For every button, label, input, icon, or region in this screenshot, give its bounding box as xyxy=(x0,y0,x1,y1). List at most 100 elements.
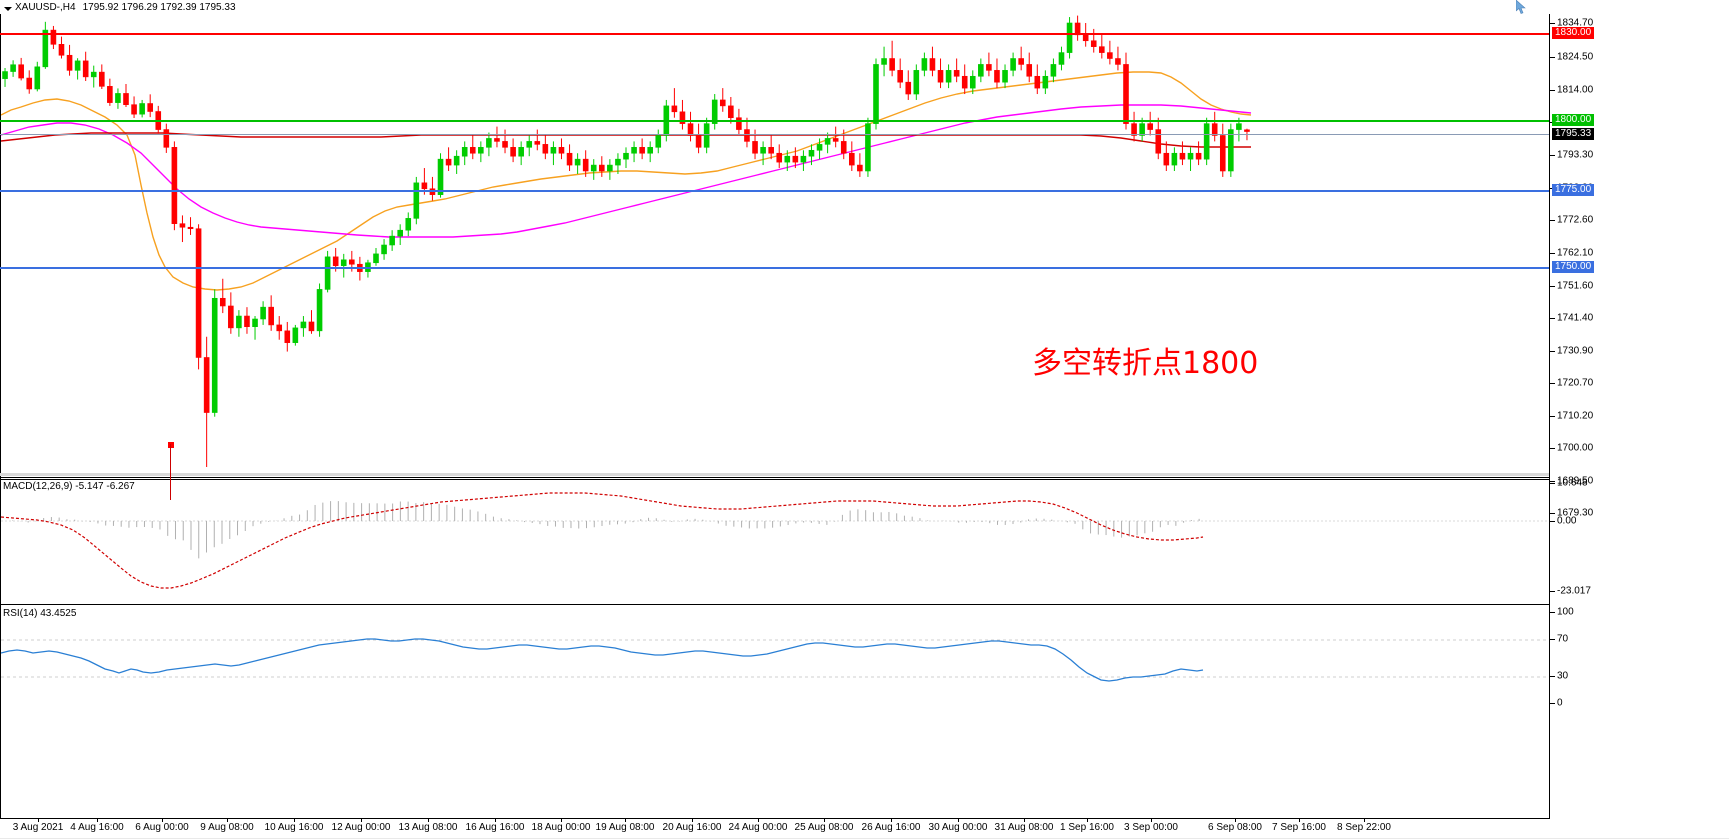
rsi-line xyxy=(1,638,1204,682)
time-tick xyxy=(227,819,228,822)
axis-value-label: -23.017 xyxy=(1557,585,1591,597)
candle-body xyxy=(969,75,976,89)
candle-body xyxy=(82,60,89,78)
axis-value-label: 1689.50 xyxy=(1557,475,1594,487)
line-support-1750[interactable] xyxy=(0,267,1549,269)
time-axis-label: 13 Aug 08:00 xyxy=(398,822,458,833)
axis-tick xyxy=(1550,286,1555,287)
candle-body xyxy=(929,58,936,71)
price-level-badge[interactable]: 1800.00 xyxy=(1552,114,1595,126)
time-tick xyxy=(162,819,163,822)
axis-value-label: 1814.00 xyxy=(1557,84,1594,96)
candle-body xyxy=(1147,123,1153,130)
axis-tick xyxy=(1550,676,1555,677)
price-level-badge[interactable]: 1750.00 xyxy=(1552,261,1595,273)
symbol-timeframe-label: XAUUSD-,H4 xyxy=(15,1,76,13)
time-axis-label: 12 Aug 00:00 xyxy=(331,822,391,833)
macd-histogram-group xyxy=(12,501,1200,559)
axis-value-label: 1834.70 xyxy=(1557,17,1594,29)
candle-body xyxy=(800,155,807,163)
time-tick xyxy=(1024,819,1025,822)
line-support-1775[interactable] xyxy=(0,190,1549,192)
candle-body xyxy=(18,64,24,79)
triangle-down-icon[interactable] xyxy=(3,3,12,12)
axis-tick xyxy=(1550,155,1555,156)
candle-body xyxy=(824,138,831,145)
time-tick xyxy=(1299,819,1300,822)
candle-body xyxy=(832,138,839,142)
axis-value-label: 1710.20 xyxy=(1557,410,1594,422)
candle-body xyxy=(978,64,984,77)
time-tick xyxy=(824,819,825,822)
time-tick xyxy=(1235,819,1236,822)
candle-body xyxy=(1171,152,1178,166)
axis-value-label: 1741.40 xyxy=(1557,312,1594,324)
price-level-badge[interactable]: 1775.00 xyxy=(1552,184,1595,196)
candle-body xyxy=(615,158,621,166)
pane-separator-price-macd-2 xyxy=(0,479,1549,480)
candle-body xyxy=(655,135,662,148)
line-pivot-1800[interactable] xyxy=(0,120,1549,122)
candle-body xyxy=(461,147,468,157)
price-level-badge[interactable]: 1795.33 xyxy=(1552,128,1595,140)
candle-body xyxy=(905,81,912,95)
candle-body xyxy=(695,135,702,148)
axis-tick xyxy=(1550,448,1555,449)
axis-value-label: 1762.10 xyxy=(1557,247,1594,259)
candle-body xyxy=(1179,152,1186,160)
pane-separator-price-macd xyxy=(0,477,1549,478)
time-axis-label: 7 Sep 16:00 xyxy=(1272,822,1326,833)
candle-body xyxy=(1244,129,1250,132)
candle-body xyxy=(703,123,710,148)
candle-body xyxy=(260,306,266,320)
candle-body xyxy=(131,104,137,115)
rsi-pane[interactable] xyxy=(1,607,1549,817)
candle-body xyxy=(381,244,387,255)
candle-body xyxy=(840,141,847,154)
candle-body xyxy=(582,158,589,172)
candle-body xyxy=(631,147,637,154)
price-pane[interactable] xyxy=(1,15,1549,475)
candle-body xyxy=(1123,64,1129,124)
time-axis-label: 1 Sep 16:00 xyxy=(1060,822,1114,833)
candle-body xyxy=(816,144,823,151)
axis-tick xyxy=(1550,483,1555,484)
rsi-indicator-label: RSI(14) 43.4525 xyxy=(3,608,77,619)
candle-body xyxy=(276,324,283,332)
chart-annotation-text[interactable]: 多空转折点1800 xyxy=(1032,346,1259,381)
time-axis[interactable]: 3 Aug 2021 4 Aug 16:00 6 Aug 00:00 9 Aug 08… xyxy=(0,819,1549,839)
candle-body xyxy=(760,147,766,154)
axis-tick xyxy=(1550,23,1555,24)
candle-body xyxy=(445,158,452,166)
candle-body xyxy=(534,141,541,145)
candle-body xyxy=(889,58,895,71)
candle-body xyxy=(913,70,920,95)
candle-body xyxy=(413,182,420,219)
axis-value-label: 1772.60 xyxy=(1557,214,1594,226)
candle-body xyxy=(784,155,791,163)
time-tick xyxy=(428,819,429,822)
candle-body xyxy=(1211,123,1218,136)
candle-body xyxy=(542,144,549,154)
line-resistance-1830[interactable] xyxy=(0,33,1549,35)
crosshair-marker-dot xyxy=(168,442,174,448)
candle-body xyxy=(1131,123,1137,136)
axis-value-label: 1824.50 xyxy=(1557,51,1594,63)
candle-body xyxy=(340,259,347,267)
macd-pane[interactable] xyxy=(1,480,1549,602)
axis-tick xyxy=(1550,612,1555,613)
ma-red-line xyxy=(1,132,1251,148)
candle-body xyxy=(808,149,815,157)
time-axis-label: 25 Aug 08:00 xyxy=(794,822,854,833)
time-axis-label: 10 Aug 16:00 xyxy=(264,822,324,833)
candle-body xyxy=(58,44,65,56)
candle-body xyxy=(1050,64,1057,77)
time-axis-label: 20 Aug 16:00 xyxy=(662,822,722,833)
time-tick xyxy=(1364,819,1365,822)
axis-tick xyxy=(1550,481,1555,482)
candle-body xyxy=(42,29,49,68)
candle-body xyxy=(945,70,952,83)
candle-body xyxy=(332,256,339,267)
candle-body xyxy=(10,64,16,72)
price-level-badge[interactable]: 1830.00 xyxy=(1552,27,1595,39)
